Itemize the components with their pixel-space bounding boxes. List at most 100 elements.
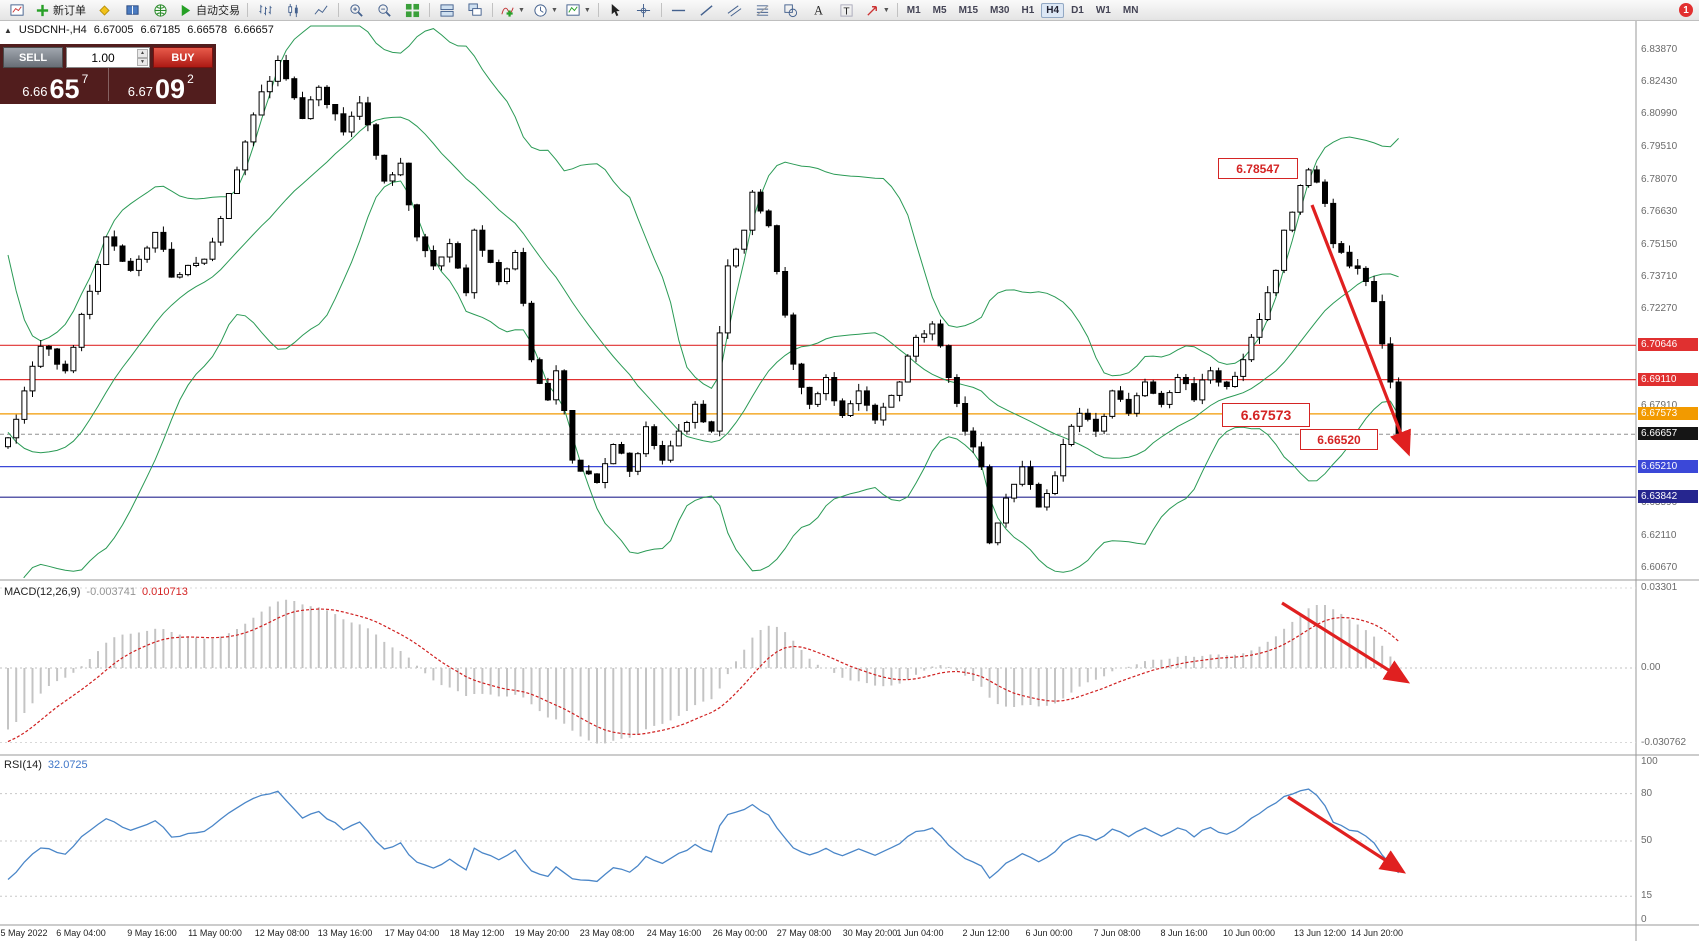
- toolbar-separator: [429, 3, 430, 17]
- zoom-in-button[interactable]: [342, 0, 370, 20]
- trend-arrow[interactable]: [1281, 601, 1411, 684]
- annotation-support-price[interactable]: 6.67573: [1222, 403, 1310, 427]
- fibonacci-tool-icon: [755, 3, 770, 18]
- zoom-in-icon: [349, 3, 364, 18]
- macd-main-value: -0.003741: [86, 586, 136, 598]
- chart-info-line: ▲ USDCNH-,H4 6.67005 6.67185 6.66578 6.6…: [4, 24, 274, 36]
- new-order-icon: [35, 3, 50, 18]
- timeframe-button-h1[interactable]: H1: [1021, 4, 1035, 16]
- rsi-indicator: [0, 788, 1636, 897]
- text-tool-icon: A: [811, 3, 826, 18]
- tile-windows-icon: [405, 3, 420, 18]
- cursor-tool-button[interactable]: [602, 0, 630, 20]
- cursor-tool-icon: [608, 3, 623, 18]
- toolbar-separator: [597, 3, 599, 17]
- candlestick-chart-mode-button[interactable]: [279, 0, 307, 20]
- channel-tool-icon: [727, 3, 742, 18]
- line-chart-mode-icon: [314, 3, 329, 18]
- line-chart-mode-button[interactable]: [307, 0, 335, 20]
- chevron-down-icon: ▼: [583, 6, 591, 14]
- label-tool-icon: T: [839, 3, 854, 18]
- bar-chart-mode-icon: [258, 3, 273, 18]
- annotation-peak-price[interactable]: 6.78547: [1218, 158, 1298, 179]
- shapes-tool-button[interactable]: [777, 0, 805, 20]
- autotrading-icon: [178, 3, 193, 18]
- chevron-down-icon: ▼: [518, 6, 525, 14]
- timeframe-button-m15[interactable]: M15: [958, 4, 979, 16]
- autotrading-button[interactable]: 自动交易: [174, 0, 244, 20]
- channel-tool-button[interactable]: [721, 0, 749, 20]
- metaeditor-icon[interactable]: [90, 0, 118, 20]
- metaeditor-icon-icon: [97, 3, 112, 18]
- templates-menu-icon: [566, 3, 581, 18]
- buy-button[interactable]: BUY: [153, 47, 213, 68]
- volume-increase-button[interactable]: ▲: [137, 49, 148, 58]
- community-icon[interactable]: [146, 0, 174, 20]
- timeframe-button-d1[interactable]: D1: [1071, 4, 1084, 16]
- new-chart-button[interactable]: [3, 0, 31, 20]
- volume-input[interactable]: [67, 49, 149, 66]
- macd-indicator: [0, 587, 1636, 744]
- trendline-tool-button[interactable]: [693, 0, 721, 20]
- periods-menu-icon: [533, 3, 548, 18]
- sell-price-display: 6.66 65 7: [3, 68, 108, 104]
- symbol-period: USDCNH-,H4: [18, 24, 87, 36]
- templates-menu-button[interactable]: ▼: [562, 0, 595, 20]
- trend-arrow[interactable]: [1310, 204, 1411, 457]
- notification-badge[interactable]: 1: [1679, 3, 1693, 17]
- toolbar-separator: [338, 3, 339, 17]
- svg-text:A: A: [814, 3, 823, 17]
- periods-menu-button[interactable]: ▼: [529, 0, 562, 20]
- tile-windows-button[interactable]: [398, 0, 426, 20]
- rsi-name: RSI(14): [4, 759, 42, 771]
- one-click-collapse-arrow[interactable]: ▲: [4, 25, 12, 35]
- volume-box: ▲ ▼: [66, 47, 150, 68]
- svg-text:T: T: [844, 6, 851, 17]
- community-icon-icon: [153, 3, 168, 18]
- rsi-indicator-label: RSI(14) 32.0725: [4, 759, 88, 771]
- timeframe-button-m1[interactable]: M1: [906, 4, 921, 16]
- timeframe-button-h4[interactable]: H4: [1041, 2, 1065, 18]
- toolbar-separator: [247, 3, 248, 17]
- new-order-button[interactable]: 新订单: [31, 0, 90, 20]
- ohlc-low: 6.66578: [187, 24, 228, 36]
- arrows-tool-button[interactable]: ▼: [861, 0, 894, 20]
- arrange-windows-button[interactable]: [433, 0, 461, 20]
- zoom-out-button[interactable]: [370, 0, 398, 20]
- annotation-breakdown-price[interactable]: 6.66520: [1300, 429, 1378, 450]
- toolbar-separator: [492, 3, 493, 17]
- text-tool-button[interactable]: A: [805, 0, 833, 20]
- timeframe-button-m5[interactable]: M5: [932, 4, 947, 16]
- fibonacci-tool-button[interactable]: [749, 0, 777, 20]
- bar-chart-mode-button[interactable]: [251, 0, 279, 20]
- one-click-trading-panel: SELL ▲ ▼ BUY 6.66 65 7 6.67 09 2: [0, 44, 216, 104]
- indicators-menu-button[interactable]: ▼: [496, 0, 529, 20]
- macd-indicator-label: MACD(12,26,9) -0.003741 0.010713: [4, 586, 188, 598]
- toolbar-separator: [660, 3, 662, 17]
- chevron-down-icon: ▼: [882, 6, 890, 14]
- ohlc-close: 6.66657: [234, 24, 274, 36]
- macd-signal-value: 0.010713: [141, 586, 188, 598]
- buy-price-pips: 09: [155, 73, 186, 104]
- hline-tool-icon: [671, 3, 686, 18]
- trend-arrow[interactable]: [1287, 795, 1407, 874]
- sell-button[interactable]: SELL: [3, 47, 63, 68]
- buy-price-base: 6.67: [127, 84, 154, 99]
- timeframe-button-w1[interactable]: W1: [1095, 4, 1111, 16]
- timeframe-button-mn[interactable]: MN: [1122, 4, 1139, 16]
- volume-decrease-button[interactable]: ▼: [137, 57, 148, 66]
- label-tool-button[interactable]: T: [833, 0, 861, 20]
- market-icon[interactable]: [118, 0, 146, 20]
- macd-name: MACD(12,26,9): [4, 586, 81, 598]
- timeframe-button-m30[interactable]: M30: [990, 4, 1010, 16]
- cascade-windows-button[interactable]: [461, 0, 489, 20]
- crosshair-tool-button[interactable]: [630, 0, 658, 20]
- arrows-tool-icon: [865, 3, 880, 18]
- market-icon-icon: [125, 3, 140, 18]
- sell-price-pips: 65: [49, 73, 80, 104]
- sell-price-point: 7: [81, 72, 89, 86]
- hline-tool-button[interactable]: [665, 0, 693, 20]
- buy-price-display: 6.67 09 2: [107, 68, 214, 104]
